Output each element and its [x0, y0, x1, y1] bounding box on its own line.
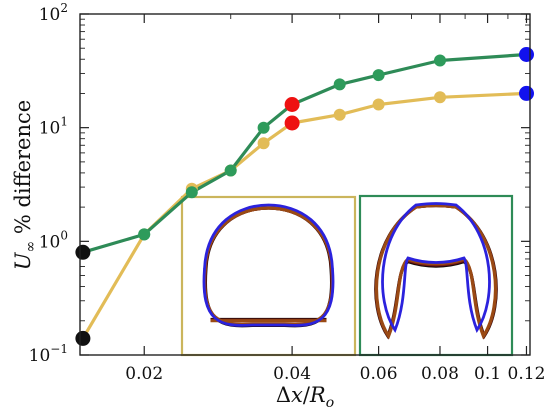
- series-2-point: [257, 121, 270, 134]
- series-2-point: [333, 78, 346, 91]
- series-2-point: [75, 244, 91, 260]
- series-2-point: [138, 228, 151, 241]
- x-ticks: 0.02 0.04 0.06 0.08 0.1 0.12: [125, 14, 545, 384]
- series-2-point: [519, 47, 534, 62]
- series-1-point: [75, 330, 91, 346]
- inset-1-frame: [180, 195, 357, 357]
- series-1-point: [333, 108, 346, 121]
- x-tick-label: 0.1: [474, 364, 501, 384]
- x-tick-label: 0.12: [508, 364, 546, 384]
- y-tick-label: 102: [39, 1, 68, 25]
- y-tick-label: 100: [39, 228, 68, 252]
- y-tick-label: 10−1: [29, 342, 68, 366]
- inset-1: [180, 195, 357, 357]
- series-layer: [75, 47, 534, 346]
- plot-frame: [79, 13, 531, 356]
- y-axis-label: U∞ % difference: [11, 100, 39, 270]
- insets: [180, 194, 514, 357]
- series-2-point: [185, 186, 198, 199]
- series-2-line: [82, 52, 527, 254]
- inset-1-outline-4: [202, 203, 335, 327]
- series-2-point: [372, 69, 385, 82]
- series-1-point: [284, 115, 300, 131]
- y-tick-label: 101: [39, 115, 68, 139]
- series-1-point: [519, 85, 534, 101]
- x-tick-label: 0.06: [360, 364, 398, 384]
- inset-2: [358, 194, 514, 357]
- series-2-point: [284, 97, 300, 112]
- x-tick-label: 0.08: [421, 364, 459, 384]
- series-1-point: [434, 91, 446, 104]
- series-1-point: [372, 98, 385, 111]
- x-tick-label: 0.04: [273, 364, 311, 384]
- series-1-point: [257, 137, 270, 150]
- x-tick-label: 0.02: [125, 364, 163, 384]
- series-2-point: [224, 164, 237, 177]
- y-ticks: 10−1 100 101 102: [29, 1, 530, 366]
- series-2-point: [434, 54, 446, 67]
- inset-2-outline-4: [381, 202, 491, 333]
- x-axis-label: Δx/Ro: [276, 383, 334, 411]
